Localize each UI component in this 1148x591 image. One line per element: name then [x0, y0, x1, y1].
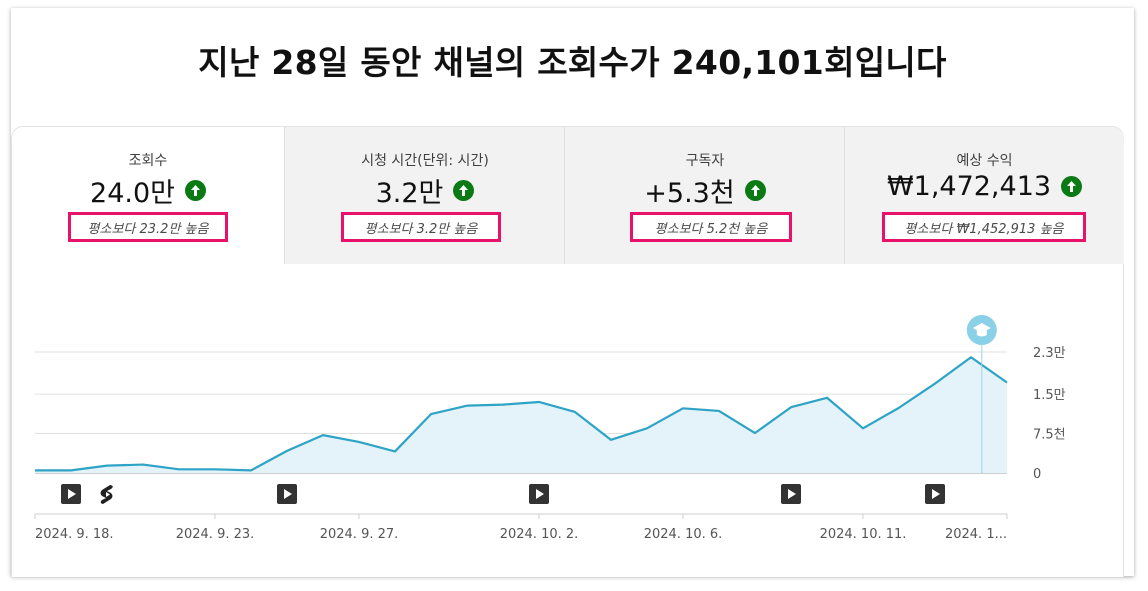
- views-area-fill: [35, 357, 1007, 473]
- overview-card: 조회수 24.0만 평소보다 23.2만 높음 시청 시간(단위: 시간) 3.…: [11, 126, 1124, 577]
- x-tick-label: 2024. 9. 23.: [176, 527, 255, 542]
- analytics-panel: 지난 28일 동안 채널의 조회수가 240,101회입니다 조회수 24.0만…: [11, 8, 1134, 577]
- compare-text: 평소보다 5.2천 높음: [630, 212, 792, 242]
- x-tick-label: 2024. 10. 2.: [500, 527, 579, 542]
- compare-text: 평소보다 23.2만 높음: [68, 212, 228, 242]
- compare-text: 평소보다 3.2만 높음: [341, 212, 501, 242]
- shorts-icon[interactable]: [100, 485, 113, 504]
- tab-label: 시청 시간(단위: 시간): [361, 153, 489, 169]
- video-play-icon[interactable]: [925, 484, 945, 504]
- x-tick-label: 2024. 9. 18.: [35, 527, 114, 542]
- y-tick-label: 1.5만: [1033, 388, 1066, 403]
- y-tick-label: 7.5천: [1033, 428, 1066, 443]
- x-tick-label: 2024. 10. 6.: [644, 527, 723, 542]
- tab-label: 조회수: [128, 153, 168, 169]
- trend-up-icon: [744, 180, 766, 201]
- views-series-line: [35, 356, 1008, 472]
- tab-value: ₩1,472,413: [886, 171, 1052, 202]
- metric-tabs: 조회수 24.0만 평소보다 23.2만 높음 시청 시간(단위: 시간) 3.…: [12, 127, 1124, 264]
- tab-label: 구독자: [685, 153, 725, 169]
- video-play-icon[interactable]: [277, 484, 297, 504]
- tab-value: 24.0만: [90, 178, 175, 209]
- tab-revenue[interactable]: 예상 수익 ₩1,472,413 평소보다 ₩1,452,913 높음: [844, 127, 1124, 264]
- y-tick-label: 0: [1033, 467, 1041, 482]
- tab-views[interactable]: 조회수 24.0만 평소보다 23.2만 높음: [12, 127, 284, 264]
- tab-watch-time[interactable]: 시청 시간(단위: 시간) 3.2만 평소보다 3.2만 높음: [284, 127, 565, 264]
- trend-up-icon: [184, 180, 206, 201]
- y-tick-label: 2.3만: [1033, 346, 1066, 361]
- trend-up-icon: [1061, 176, 1083, 197]
- graduation-cap-icon[interactable]: [966, 315, 997, 345]
- x-tick-label: 2024. 10. 11.: [820, 527, 907, 542]
- tab-value: 3.2만: [375, 178, 444, 209]
- views-chart-svg: 0 7.5천 1.5만 2.3만 2024. 9. 18. 2024. 9. 23. 20…: [34, 315, 1066, 542]
- trend-up-icon: [453, 180, 475, 201]
- video-play-icon[interactable]: [529, 484, 549, 504]
- compare-text: 평소보다 ₩1,452,913 높음: [882, 212, 1086, 242]
- x-tick-label: 2024. 1...: [945, 527, 1007, 542]
- tab-subscribers[interactable]: 구독자 +5.3천 평소보다 5.2천 높음: [564, 127, 845, 264]
- tab-label: 예상 수익: [956, 153, 1013, 169]
- video-play-icon[interactable]: [781, 484, 801, 504]
- tab-value: +5.3천: [644, 178, 735, 209]
- views-chart: 0 7.5천 1.5만 2.3만 2024. 9. 18. 2024. 9. 23. 20…: [12, 264, 1123, 577]
- x-tick-label: 2024. 9. 27.: [320, 527, 399, 542]
- video-play-icon[interactable]: [61, 484, 81, 504]
- page-title: 지난 28일 동안 채널의 조회수가 240,101회입니다: [198, 43, 947, 82]
